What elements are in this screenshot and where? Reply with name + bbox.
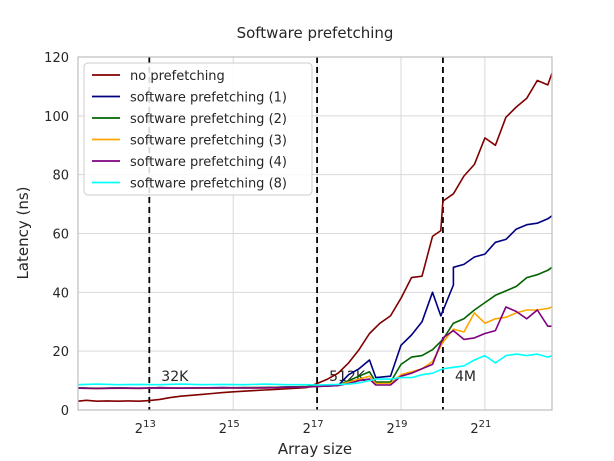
- vline-label: 32K: [161, 369, 189, 385]
- x-tick-base: 2: [386, 422, 394, 437]
- x-tick-base: 2: [219, 422, 227, 437]
- legend-label: software prefetching (4): [130, 155, 287, 170]
- series-line: [77, 353, 553, 386]
- x-tick-exponent: 19: [395, 419, 408, 430]
- x-tick-labels: 213 215 217 219 221: [135, 419, 492, 437]
- series-line: [77, 72, 553, 402]
- y-tick-label: 0: [61, 404, 69, 419]
- x-tick-label: 219: [386, 419, 407, 437]
- x-tick-label: 213: [135, 419, 156, 437]
- y-tick-label: 40: [52, 286, 69, 301]
- x-tick-label: 217: [303, 419, 324, 437]
- legend-box: [83, 62, 313, 196]
- x-tick-exponent: 13: [143, 419, 156, 430]
- vline-label: 4M: [455, 369, 476, 385]
- series-lines: [77, 72, 553, 402]
- x-tick-label: 221: [470, 419, 491, 437]
- x-tick-exponent: 17: [311, 419, 324, 430]
- y-tick-label: 80: [52, 169, 69, 184]
- legend-label: software prefetching (1): [130, 91, 287, 106]
- x-axis-label: Array size: [278, 440, 352, 458]
- y-tick-label: 20: [52, 345, 69, 360]
- y-tick-label: 120: [44, 51, 69, 66]
- y-tick-label: 60: [52, 228, 69, 243]
- x-tick-exponent: 21: [479, 419, 492, 430]
- x-tick-base: 2: [135, 422, 143, 437]
- series-line: [77, 306, 552, 390]
- y-axis-label: Latency (ns): [14, 186, 32, 279]
- x-tick-base: 2: [303, 422, 311, 437]
- y-tick-labels: 0 20 40 60 80 100 120: [44, 51, 69, 419]
- chart-title: Software prefetching: [237, 24, 394, 42]
- plot-frame: [77, 56, 553, 411]
- legend: no prefetching software prefetching (1) so…: [83, 62, 313, 196]
- legend-label: software prefetching (8): [130, 177, 287, 192]
- y-tick-label: 100: [44, 110, 69, 125]
- x-tick-label: 215: [219, 419, 240, 437]
- legend-label: software prefetching (3): [130, 134, 287, 149]
- legend-label: software prefetching (2): [130, 112, 287, 127]
- x-tick-base: 2: [470, 422, 478, 437]
- x-tick-exponent: 15: [227, 419, 240, 430]
- legend-label: no prefetching: [130, 69, 225, 84]
